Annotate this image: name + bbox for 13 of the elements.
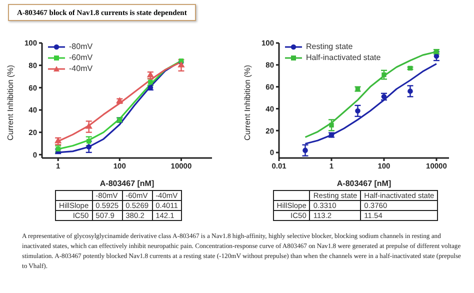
legend-label: -40mV — [69, 63, 93, 74]
point — [146, 71, 154, 78]
point — [178, 61, 185, 68]
point — [54, 137, 62, 144]
x-axis-title: A-803467 [nM] — [100, 179, 154, 188]
legend-label: Resting state — [306, 41, 353, 52]
y-axis-title: Current Inhibition (%) — [6, 64, 15, 140]
legend-label: -80mV — [69, 41, 93, 52]
legend-label: Half-inactivated state — [306, 52, 381, 63]
point — [85, 122, 92, 129]
x-axis-title: A-803467 [nM] — [336, 179, 392, 188]
legend-label: -60mV — [69, 52, 93, 63]
y-axis-title: Current Inhibition (%) — [242, 64, 252, 140]
